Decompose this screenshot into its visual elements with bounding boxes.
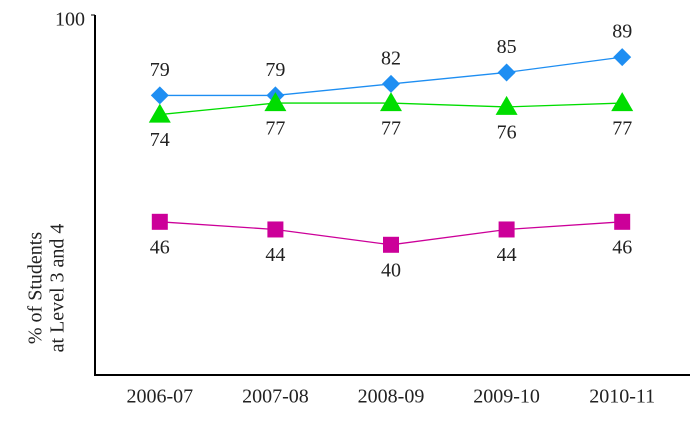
data-label: 76	[497, 122, 517, 144]
x-tick-label: 2010-11	[589, 386, 655, 408]
data-label: 89	[612, 21, 632, 43]
data-label: 85	[497, 36, 517, 58]
data-label: 79	[265, 59, 285, 81]
data-label: 44	[265, 244, 285, 266]
marker	[267, 221, 284, 238]
data-label: 44	[497, 244, 517, 266]
data-label: 74	[150, 129, 170, 151]
marker	[264, 92, 287, 112]
data-label: 79	[150, 59, 170, 81]
marker	[150, 86, 169, 105]
marker	[148, 103, 171, 123]
marker	[611, 92, 634, 112]
x-tick-label: 2009-10	[473, 386, 540, 408]
y-tick-label: 100	[55, 9, 85, 31]
data-label: 46	[150, 236, 170, 258]
x-tick-label: 2006-07	[126, 386, 193, 408]
marker	[380, 92, 402, 112]
marker	[614, 213, 631, 230]
marker	[382, 74, 400, 93]
marker	[497, 63, 516, 82]
data-label: 77	[381, 118, 401, 140]
data-label: 77	[612, 118, 632, 140]
marker	[495, 95, 518, 115]
marker	[151, 213, 168, 230]
marker	[613, 48, 632, 67]
y-axis-label: % of Students at Level 3 and 4	[25, 224, 69, 353]
data-label: 40	[381, 259, 401, 281]
data-label: 77	[265, 118, 285, 140]
y-axis-label-line: at Level 3 and 4	[47, 224, 69, 353]
x-tick-label: 2007-08	[242, 386, 309, 408]
data-label: 82	[381, 48, 401, 70]
marker	[498, 221, 515, 238]
x-tick-label: 2008-09	[358, 386, 425, 408]
data-label: 46	[612, 236, 632, 258]
y-axis-label-line: % of Students	[25, 232, 47, 344]
marker	[383, 236, 399, 253]
